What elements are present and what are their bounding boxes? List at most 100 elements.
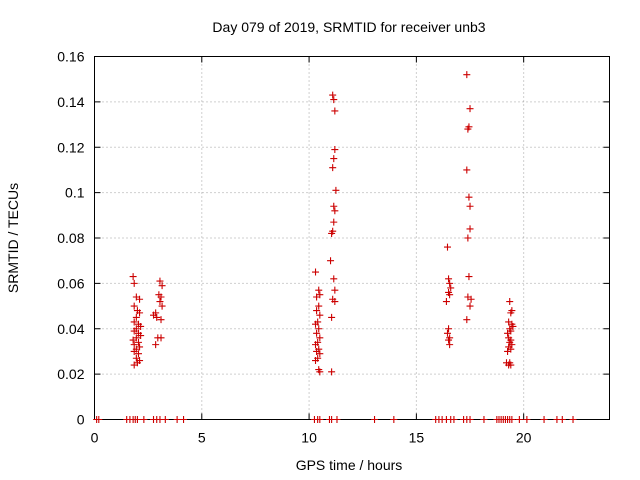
data-point (316, 368, 324, 376)
data-point (130, 341, 138, 349)
data-point (130, 302, 138, 310)
data-point (130, 327, 138, 335)
data-point (312, 268, 320, 276)
data-point (507, 309, 515, 317)
chart-title: Day 079 of 2019, SRMTID for receiver unb… (212, 19, 485, 35)
data-point (505, 361, 513, 369)
data-point (508, 416, 516, 423)
data-point (95, 416, 103, 423)
data-point (328, 368, 336, 376)
data-point (504, 347, 512, 355)
data-point (390, 416, 398, 423)
data-point (329, 164, 337, 172)
data-point (315, 325, 323, 333)
x-tick-label: 10 (301, 430, 317, 446)
data-point (140, 416, 148, 423)
data-point (158, 282, 166, 290)
data-point (331, 146, 339, 154)
data-point (330, 96, 338, 104)
data-point (331, 298, 339, 306)
data-point (463, 316, 471, 324)
data-point (157, 293, 165, 301)
data-point (330, 218, 338, 226)
data-point (506, 298, 514, 306)
data-point (523, 416, 531, 423)
data-point (466, 105, 474, 113)
data-point (129, 273, 137, 281)
data-point (132, 313, 140, 321)
data-point (327, 257, 335, 265)
y-tick-label: 0.04 (57, 321, 84, 337)
data-point (446, 279, 454, 287)
data-point (466, 416, 474, 423)
data-point (129, 336, 137, 344)
data-point (134, 350, 142, 358)
data-point (447, 284, 455, 292)
x-tick-label: 0 (91, 430, 99, 446)
data-point (333, 416, 341, 423)
data-point (540, 416, 548, 423)
data-points (93, 71, 577, 423)
x-axis-label: GPS time / hours (296, 457, 403, 473)
x-tick-label: 15 (409, 430, 425, 446)
data-point (134, 338, 142, 346)
data-point (133, 416, 141, 423)
data-point (315, 302, 323, 310)
y-tick-label: 0.12 (57, 139, 84, 155)
data-point (465, 193, 473, 201)
data-point (312, 341, 320, 349)
data-point (450, 416, 458, 423)
data-point (331, 107, 339, 115)
data-point (137, 332, 145, 340)
data-point (445, 275, 453, 283)
y-axis-label: SRMTID / TECUs (5, 183, 21, 293)
data-point (315, 286, 323, 294)
data-point (464, 234, 472, 242)
data-point (466, 225, 474, 233)
data-point (133, 359, 141, 367)
y-tick-label: 0.08 (57, 230, 84, 246)
data-point (330, 202, 338, 210)
y-tick-label: 0.16 (57, 49, 84, 65)
data-point (463, 166, 471, 174)
data-point (316, 350, 324, 358)
data-point (313, 307, 321, 315)
data-point (331, 286, 339, 294)
y-tick-label: 0 (77, 412, 85, 428)
data-point (313, 329, 321, 337)
data-point (130, 347, 138, 355)
data-point (137, 322, 145, 330)
data-point (152, 341, 160, 349)
data-point (156, 277, 164, 285)
data-point (467, 295, 475, 303)
y-tick-label: 0.14 (57, 94, 84, 110)
data-point (569, 416, 577, 423)
data-point (504, 329, 512, 337)
data-point (328, 313, 336, 321)
data-point (330, 275, 338, 283)
data-point (130, 279, 138, 287)
data-point (153, 313, 161, 321)
data-point (312, 357, 320, 365)
data-point (464, 125, 472, 133)
data-point (480, 416, 488, 423)
data-point (463, 71, 471, 79)
data-point (445, 325, 453, 333)
data-point (173, 416, 181, 423)
y-tick-label: 0.1 (65, 185, 85, 201)
data-point (136, 295, 144, 303)
data-point (330, 155, 338, 163)
data-point (443, 243, 451, 251)
data-point (156, 298, 164, 306)
data-point (466, 202, 474, 210)
data-point (371, 416, 379, 423)
data-point (446, 341, 454, 349)
axis-ticks: 0 0.02 0.04 0.06 0.08 0.1 0.12 0.14 0.16 0 5 10 15 20 (57, 49, 610, 446)
data-point (316, 311, 324, 319)
data-point (558, 416, 566, 423)
y-tick-label: 0.02 (57, 366, 84, 382)
data-point (316, 416, 324, 423)
data-point (136, 309, 144, 317)
grid (94, 56, 610, 420)
